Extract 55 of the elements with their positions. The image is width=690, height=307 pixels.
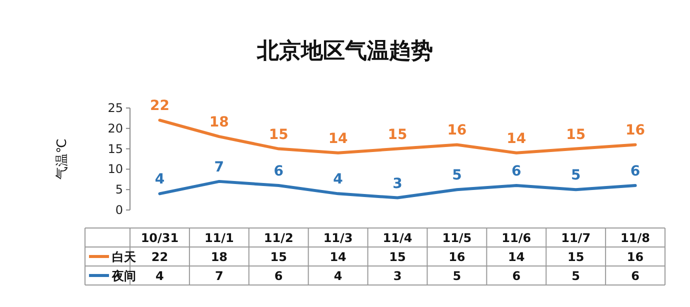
data-label: 6 xyxy=(512,269,521,283)
data-label: 14 xyxy=(508,250,525,264)
data-label: 16 xyxy=(626,250,644,264)
data-label: 22 xyxy=(151,250,168,264)
x-tick-label: 11/1 xyxy=(204,231,234,245)
data-label: 15 xyxy=(270,250,287,264)
x-tick-label: 11/3 xyxy=(323,231,353,245)
annotation: 4 xyxy=(333,172,344,188)
legend-label: 白天 xyxy=(112,250,137,264)
annotation: 15 xyxy=(268,126,288,143)
y-tick-label: 15 xyxy=(108,142,123,156)
annotation: 6 xyxy=(512,164,522,180)
annotation: 6 xyxy=(274,164,284,180)
x-tick-label: 11/6 xyxy=(502,231,532,245)
annotation: 16 xyxy=(447,122,467,139)
annotation: 15 xyxy=(566,126,586,143)
data-label: 7 xyxy=(214,269,224,283)
x-tick-label: 11/7 xyxy=(561,231,591,245)
y-tick-label: 20 xyxy=(108,121,123,136)
annotation: 5 xyxy=(452,168,462,184)
annotation: 18 xyxy=(209,114,229,131)
y-tick-label: 5 xyxy=(115,182,123,197)
annotation: 14 xyxy=(506,130,526,147)
y-axis-title: 气温℃ xyxy=(55,138,70,180)
data-label: 18 xyxy=(210,250,228,264)
y-tick-label: 25 xyxy=(108,101,123,115)
annotation: 5 xyxy=(570,168,581,184)
y-tick-label: 10 xyxy=(108,162,123,176)
annotation: 6 xyxy=(630,164,640,180)
annotation: 16 xyxy=(626,122,646,139)
annotation: 14 xyxy=(328,130,348,147)
data-label: 6 xyxy=(274,269,283,283)
chart-title: 北京地区气温趋势 xyxy=(256,38,433,64)
annotation: 7 xyxy=(214,159,224,176)
y-tick-label: 0 xyxy=(115,203,123,217)
annotation: 4 xyxy=(154,172,165,188)
data-label: 15 xyxy=(567,250,584,264)
data-label: 4 xyxy=(334,269,342,283)
annotation: 22 xyxy=(150,98,170,114)
x-tick-label: 10/31 xyxy=(140,231,179,245)
data-label: 5 xyxy=(572,269,580,283)
data-label: 15 xyxy=(389,250,406,264)
annotation: 15 xyxy=(388,126,408,143)
data-label: 5 xyxy=(452,269,462,283)
data-label: 14 xyxy=(330,250,346,264)
data-label: 3 xyxy=(393,269,402,283)
annotation: 3 xyxy=(392,176,402,192)
x-tick-label: 11/2 xyxy=(264,231,294,245)
data-label: 4 xyxy=(156,269,164,283)
data-label: 6 xyxy=(631,269,640,283)
x-tick-label: 11/5 xyxy=(442,231,472,245)
x-tick-label: 11/8 xyxy=(620,231,650,245)
data-label: 16 xyxy=(448,250,466,264)
legend-label: 夜间 xyxy=(111,269,136,283)
x-tick-label: 11/4 xyxy=(382,231,412,245)
